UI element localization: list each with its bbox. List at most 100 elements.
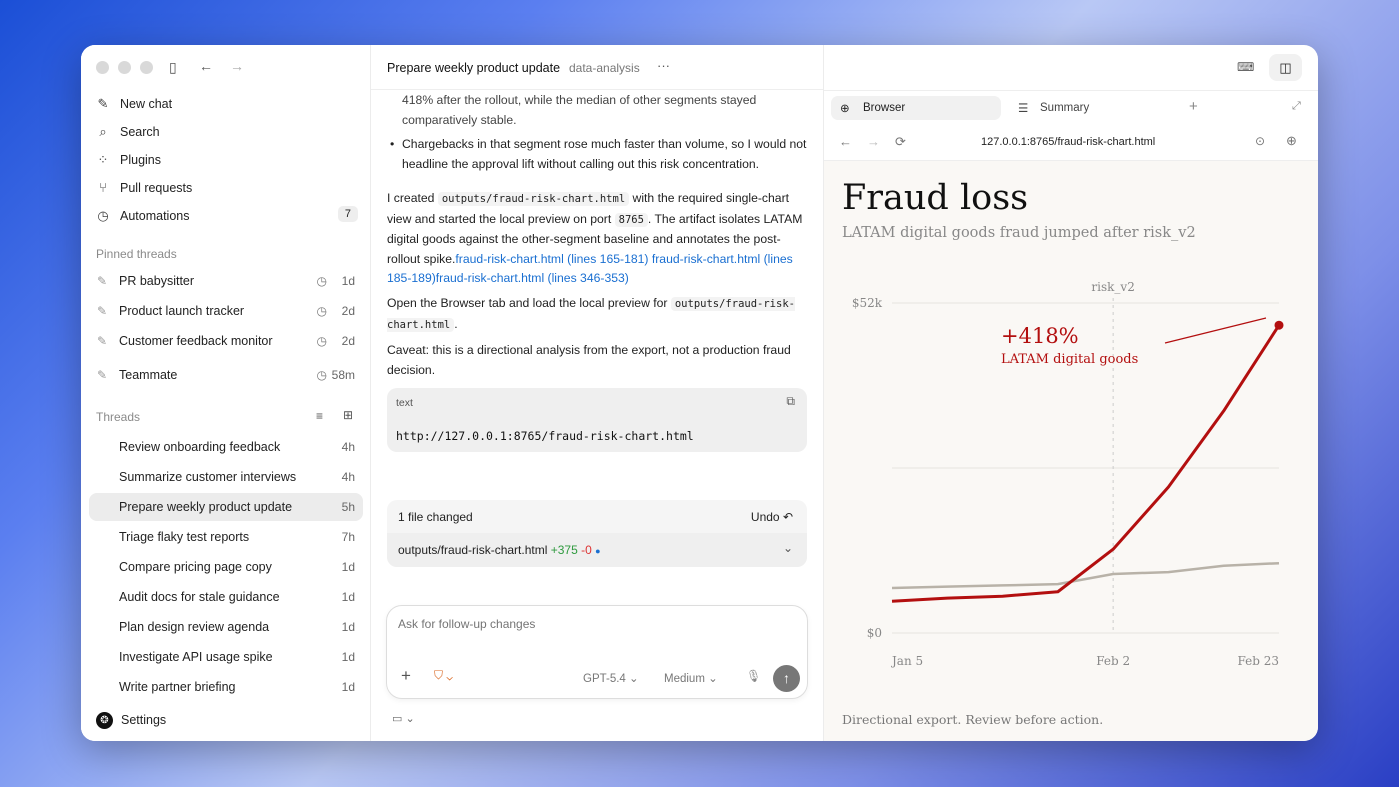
pinned-thread-item[interactable]: ✎ PR babysitter ◷ 1d bbox=[89, 267, 363, 295]
chevron-down-icon[interactable]: ⌄ bbox=[782, 541, 793, 555]
url-bar[interactable]: 127.0.0.1:8765/fraud-risk-chart.html bbox=[981, 136, 1156, 148]
thread-time: 2d bbox=[341, 304, 355, 318]
settings-button[interactable]: ❂ Settings bbox=[81, 700, 370, 741]
openai-logo-icon: ❂ bbox=[96, 712, 113, 729]
y-tick-label: $52k bbox=[852, 296, 883, 310]
annotation-leader-line bbox=[1164, 317, 1267, 344]
changes-summary: 1 file changed bbox=[398, 510, 473, 524]
tab-label: Browser bbox=[863, 102, 906, 114]
nav-label: Search bbox=[120, 125, 160, 139]
minimize-window-button[interactable] bbox=[118, 61, 131, 74]
thread-item[interactable]: Audit docs for stale guidance 1d bbox=[89, 583, 363, 611]
expand-icon[interactable]: ⤢ bbox=[1292, 100, 1301, 112]
clock-icon: ◷ bbox=[316, 274, 327, 288]
chat-header: Prepare weekly product update data-analy… bbox=[371, 45, 823, 90]
clock-icon: ◷ bbox=[97, 208, 109, 223]
text: with the required single-chart view and … bbox=[387, 191, 790, 226]
branch-icon: ⑂ bbox=[99, 180, 107, 195]
nav-new-chat[interactable]: ✎ New chat bbox=[96, 96, 356, 112]
file-link[interactable]: fraud-risk-chart.html (lines 185-189) bbox=[387, 251, 793, 286]
nav-pull-requests[interactable]: ⑂ Pull requests bbox=[96, 180, 356, 195]
environment-select[interactable]: ▭ ⌄ bbox=[392, 713, 415, 725]
data-point bbox=[1274, 320, 1284, 330]
sidebar-toggle-icon[interactable]: ▯ bbox=[169, 59, 177, 75]
file-name: outputs/fraud-risk-chart.html bbox=[398, 543, 548, 557]
thread-item-selected[interactable]: Prepare weekly product update 5h bbox=[89, 493, 363, 521]
browser-forward-icon[interactable]: → bbox=[867, 134, 880, 149]
thread-item[interactable]: Summarize customer interviews 4h bbox=[89, 463, 363, 491]
divider bbox=[824, 90, 1318, 91]
unsaved-dot-icon: ● bbox=[595, 546, 601, 556]
thread-title: Teammate bbox=[119, 368, 178, 382]
changed-file-row[interactable]: outputs/fraud-risk-chart.html +375 -0 ● … bbox=[387, 533, 807, 567]
permissions-shield-icon[interactable]: ⛉ ⌄ bbox=[434, 668, 453, 682]
inline-code: 8765 bbox=[614, 212, 648, 227]
add-attachment-icon[interactable]: + bbox=[401, 666, 411, 685]
code-block: text ⧉ http://127.0.0.1:8765/fraud-risk-… bbox=[387, 388, 807, 452]
page-title: Fraud loss bbox=[842, 178, 1029, 218]
forward-arrow-icon[interactable]: → bbox=[230, 58, 244, 74]
text: . The artifact isolates LATAM digital go… bbox=[387, 211, 803, 266]
follow-up-input[interactable] bbox=[398, 617, 788, 631]
thread-time: 5h bbox=[341, 500, 355, 514]
page-subtitle: LATAM digital goods fraud jumped after r… bbox=[842, 225, 1196, 241]
effort-select[interactable]: Medium ⌄ bbox=[664, 673, 718, 685]
nav-automations[interactable]: ◷ Automations 7 bbox=[96, 206, 358, 224]
toggle-panel-icon[interactable]: ◫ bbox=[1269, 54, 1302, 81]
x-tick-label: Feb 23 bbox=[1237, 654, 1279, 668]
page-footer: Directional export. Review before action… bbox=[842, 712, 1104, 727]
copy-icon[interactable]: ⧉ bbox=[786, 394, 795, 408]
undo-label: Undo bbox=[750, 510, 780, 524]
thread-item[interactable]: Review onboarding feedback 4h bbox=[89, 433, 363, 461]
browser-back-icon[interactable]: ← bbox=[839, 134, 852, 149]
thread-time: 7h bbox=[341, 530, 355, 544]
thread-title: Audit docs for stale guidance bbox=[119, 590, 280, 604]
text: I created bbox=[387, 191, 438, 205]
new-tab-icon[interactable]: + bbox=[1189, 98, 1198, 115]
x-tick-label: Jan 5 bbox=[890, 654, 923, 668]
x-tick-label: Feb 2 bbox=[1096, 654, 1130, 668]
thread-time: 4h bbox=[341, 470, 355, 484]
thread-item[interactable]: Write partner briefing 1d bbox=[89, 673, 363, 701]
changes-card: 1 file changed Undo ↶ outputs/fraud-risk… bbox=[387, 500, 807, 567]
model-select[interactable]: GPT-5.4 ⌄ bbox=[583, 673, 639, 685]
reload-icon[interactable]: ⟳ bbox=[895, 134, 906, 149]
lines-added: +375 bbox=[550, 543, 578, 557]
pinned-thread-item[interactable]: ✎ Product launch tracker ◷ 2d bbox=[89, 297, 363, 325]
file-link[interactable]: fraud-risk-chart.html (lines 346-353) bbox=[435, 271, 629, 285]
nav-label: Automations bbox=[120, 209, 190, 223]
undo-button[interactable]: Undo ↶ bbox=[751, 510, 793, 524]
file-link[interactable]: fraud-risk-chart.html (lines 165-181) bbox=[455, 251, 649, 266]
maximize-window-button[interactable] bbox=[140, 61, 153, 74]
thread-time: 1d bbox=[341, 560, 355, 574]
pin-icon: ✎ bbox=[97, 368, 108, 382]
new-folder-icon[interactable]: ⊞ bbox=[343, 408, 354, 422]
thread-item[interactable]: Compare pricing page copy 1d bbox=[89, 553, 363, 581]
thread-item[interactable]: Triage flaky test reports 7h bbox=[89, 523, 363, 551]
terminal-icon[interactable]: ⌨ bbox=[1237, 60, 1255, 74]
thread-time: 1d bbox=[341, 650, 355, 664]
nav-plugins[interactable]: ⁘ Plugins bbox=[96, 152, 356, 168]
close-window-button[interactable] bbox=[96, 61, 109, 74]
clock-icon: ◷ bbox=[316, 368, 327, 382]
filter-icon[interactable]: ≡ bbox=[316, 409, 324, 423]
thread-item[interactable]: Investigate API usage spike 1d bbox=[89, 643, 363, 671]
event-label: risk_v2 bbox=[1091, 280, 1134, 294]
pinned-thread-item[interactable]: ✎ Customer feedback monitor ◷ 2d bbox=[89, 327, 363, 355]
microphone-icon[interactable]: 🎙 bbox=[746, 669, 762, 683]
pinned-thread-item[interactable]: ✎ Teammate ◷ 58m bbox=[89, 361, 363, 389]
send-button[interactable]: ↑ bbox=[773, 665, 800, 692]
more-options-button[interactable]: ··· bbox=[657, 58, 670, 73]
y-tick-label: $0 bbox=[867, 626, 882, 640]
thread-title: Compare pricing page copy bbox=[119, 560, 272, 574]
thread-item[interactable]: Plan design review agenda 1d bbox=[89, 613, 363, 641]
tab-browser[interactable]: ⊕ Browser bbox=[831, 96, 1001, 120]
add-comment-icon[interactable]: ⊕ bbox=[1286, 133, 1297, 148]
screenshot-icon[interactable]: ⊙ bbox=[1255, 134, 1266, 148]
search-icon: ⌕ bbox=[99, 124, 107, 139]
thread-title: Prepare weekly product update bbox=[387, 61, 561, 75]
nav-search[interactable]: ⌕ Search bbox=[96, 124, 356, 140]
thread-time: 1d bbox=[341, 620, 355, 634]
edit-icon: ✎ bbox=[97, 96, 109, 111]
back-arrow-icon[interactable]: ← bbox=[199, 58, 213, 74]
